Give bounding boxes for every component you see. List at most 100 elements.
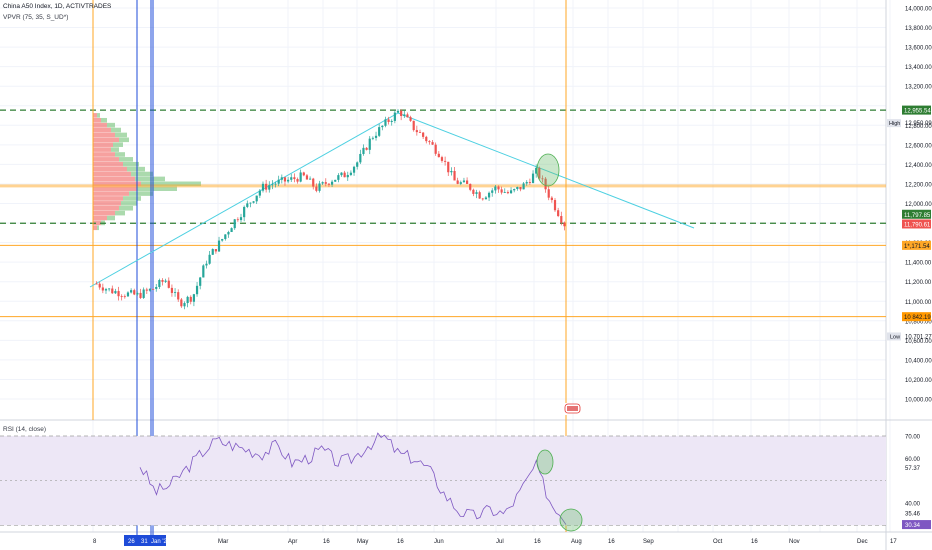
- candle-body: [393, 112, 396, 121]
- time-tick-label: 16: [323, 539, 330, 545]
- candle-body: [142, 289, 145, 298]
- time-tick-label: Jul: [496, 539, 504, 545]
- candle-body: [541, 178, 544, 180]
- candle-body: [465, 180, 469, 184]
- volume-profile-down-bar: [93, 196, 123, 201]
- volume-profile-up-bar: [119, 157, 133, 162]
- candle-body: [506, 192, 510, 194]
- time-tick-label: Sep: [643, 539, 654, 545]
- candle-body: [189, 296, 192, 302]
- volume-profile-down-bar: [93, 152, 115, 157]
- time-tick-label: Aug: [571, 539, 582, 545]
- candle-body: [136, 292, 139, 295]
- candle-body: [202, 265, 205, 278]
- candle-body: [183, 303, 186, 307]
- price-tick-label: 11,400.00: [905, 261, 932, 267]
- candle-body: [459, 182, 462, 184]
- candle-body: [224, 234, 227, 240]
- time-tick-label: 16: [534, 539, 541, 545]
- volume-profile-down-bar: [93, 127, 111, 133]
- volume-profile-up-bar: [119, 137, 129, 143]
- volume-profile-up-bar: [111, 147, 119, 152]
- volume-profile-up-bar: [115, 210, 125, 216]
- high-tag: High: [889, 121, 900, 127]
- candle-body: [378, 127, 381, 136]
- candle-body: [195, 285, 199, 295]
- volume-profile-up-bar: [97, 225, 99, 231]
- candle-body: [418, 132, 422, 133]
- candle-body: [208, 254, 211, 264]
- candle-body: [440, 157, 444, 161]
- candle-body: [114, 291, 117, 294]
- time-tick-label: 8: [93, 539, 97, 545]
- rsi-tick-60: 60.00: [905, 457, 921, 463]
- price-tick-label: 10,600.00: [905, 339, 932, 345]
- green-circle-price: [536, 153, 560, 187]
- volume-profile-up-bar: [119, 205, 133, 211]
- volume-profile-up-bar: [107, 122, 115, 128]
- candle-body: [462, 180, 466, 183]
- time-tick-label: Jan '24: [151, 539, 171, 545]
- volume-profile-up-bar: [137, 186, 177, 191]
- volume-profile-down-bar: [93, 181, 141, 187]
- volume-profile-up-bar: [121, 201, 137, 206]
- green-circle-rsi-top: [536, 449, 554, 475]
- price-tick-label: 12,000.00: [905, 202, 932, 208]
- time-tick-label: Nov: [789, 539, 800, 545]
- candle-body: [522, 183, 525, 190]
- volume-profile-up-bar: [113, 142, 123, 147]
- candle-body: [252, 201, 255, 203]
- candle-body: [531, 173, 535, 183]
- candle-body: [469, 183, 472, 190]
- candle-body: [513, 188, 516, 191]
- candle-body: [403, 114, 406, 117]
- high-value: 12,950.09: [905, 121, 932, 127]
- orange-lower-price-tag-bg: [902, 312, 931, 322]
- candle-body: [101, 287, 104, 291]
- candle-body: [315, 186, 318, 191]
- volume-profile: [93, 113, 201, 231]
- candle-body: [258, 190, 261, 196]
- volume-profile-up-bar: [111, 127, 121, 133]
- candle-body: [487, 192, 491, 198]
- volume-profile-down-bar: [93, 122, 107, 128]
- price-tick-label: 13,400.00: [905, 65, 932, 71]
- volume-profile-down-bar: [93, 137, 119, 143]
- indicator-header: VPVR (75, 35, S_UD*): [3, 14, 69, 21]
- price-tick-label: 12,600.00: [905, 143, 932, 149]
- candle-body: [340, 172, 343, 176]
- volume-profile-down-bar: [93, 166, 127, 172]
- volume-profile-down-bar: [93, 205, 119, 211]
- time-tick-label: 17: [890, 539, 897, 545]
- candle-body: [481, 198, 484, 200]
- volume-profile-up-bar: [141, 181, 201, 187]
- candle-body: [365, 147, 368, 150]
- candle-body: [431, 142, 434, 145]
- price-tick-label: 12,400.00: [905, 163, 932, 169]
- green-mid-price-tag: 11,797.85: [904, 213, 931, 219]
- candle-body: [296, 179, 299, 182]
- candlestick-series: [95, 109, 566, 310]
- candle-body: [221, 239, 224, 241]
- price-tick-label: 13,200.00: [905, 85, 932, 91]
- candle-body: [186, 296, 189, 304]
- annotation-shapes: [536, 153, 583, 532]
- volume-profile-up-bar: [135, 176, 165, 182]
- candle-body: [503, 192, 506, 193]
- rsi-tick-40: 40.00: [905, 502, 921, 508]
- candle-body: [268, 185, 271, 190]
- rsi-current-tag-bg: [902, 520, 931, 530]
- candle-body: [538, 167, 541, 179]
- last-price-tag: 11,790.61: [904, 222, 931, 228]
- rsi-band-fill: [0, 436, 886, 526]
- candle-body: [145, 289, 148, 291]
- candle-body: [453, 170, 456, 181]
- volume-profile-down-bar: [93, 171, 131, 177]
- time-range-highlight: [124, 535, 166, 546]
- candle-body: [173, 292, 177, 293]
- candle-body: [550, 197, 553, 201]
- ascending-trendline: [89, 112, 399, 288]
- time-tick-label: 31: [141, 539, 148, 545]
- candle-body: [161, 280, 164, 282]
